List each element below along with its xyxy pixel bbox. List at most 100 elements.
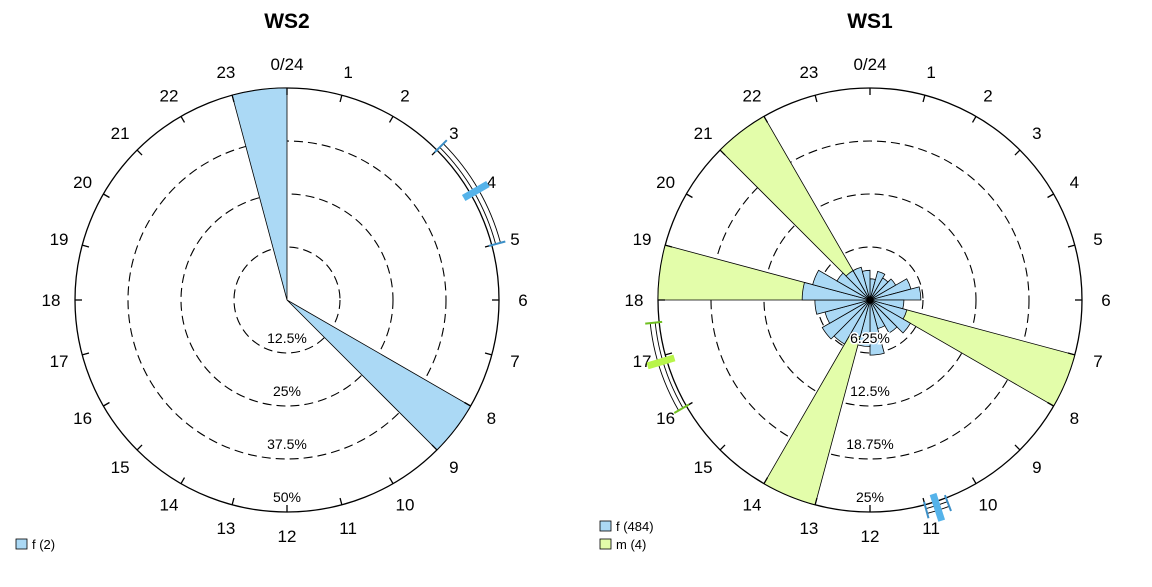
hour-tick-label: 9 xyxy=(1032,458,1041,477)
hour-tick-label: 13 xyxy=(799,519,818,538)
hour-tick-label: 21 xyxy=(694,124,713,143)
hour-tick-label: 0/24 xyxy=(270,55,303,74)
hour-tick xyxy=(922,95,926,103)
confidence-arc xyxy=(649,323,679,411)
hour-tick-label: 23 xyxy=(799,63,818,82)
radial-tick-label: 12.5% xyxy=(267,330,307,346)
hour-tick-label: 16 xyxy=(656,409,675,428)
hour-tick xyxy=(103,193,110,199)
hour-tick-label: 7 xyxy=(510,352,519,371)
hour-tick xyxy=(1047,193,1054,199)
hour-tick-label: 4 xyxy=(1070,173,1079,192)
confidence-cap xyxy=(645,320,663,325)
hour-tick xyxy=(971,477,977,484)
confidence-cap xyxy=(923,501,930,519)
confidence-cap xyxy=(673,403,690,414)
rose-wedge xyxy=(869,299,1076,407)
hour-tick-label: 7 xyxy=(1093,352,1102,371)
hour-tick xyxy=(1067,352,1075,356)
legend-label: m (4) xyxy=(616,537,646,552)
hour-tick xyxy=(665,352,673,356)
radial-tick-label: 6.25% xyxy=(850,330,890,346)
hour-tick xyxy=(814,95,818,103)
hour-tick-label: 18 xyxy=(42,291,61,310)
hour-tick-label: 17 xyxy=(50,352,69,371)
hour-tick-label: 4 xyxy=(487,173,496,192)
rose-wedge xyxy=(861,269,871,301)
hour-tick xyxy=(339,95,343,103)
hour-tick xyxy=(814,497,818,505)
radial-tick-label: 25% xyxy=(273,383,301,399)
hour-tick xyxy=(136,444,143,451)
hour-tick-label: 9 xyxy=(449,458,458,477)
mean-direction-marker xyxy=(646,354,676,370)
hour-tick-label: 11 xyxy=(339,519,357,538)
hour-tick-label: 20 xyxy=(656,173,675,192)
hour-tick-label: 10 xyxy=(979,495,998,514)
hour-tick-label: 6 xyxy=(1101,291,1110,310)
hour-tick-label: 0/24 xyxy=(853,55,886,74)
legend-swatch xyxy=(15,538,28,550)
hour-tick xyxy=(388,477,394,484)
hour-tick xyxy=(339,497,343,505)
hour-tick-label: 6 xyxy=(518,291,527,310)
hour-tick xyxy=(719,444,726,451)
radial-gridline xyxy=(763,193,977,407)
hour-tick-label: 12 xyxy=(278,527,297,546)
hour-tick xyxy=(1047,401,1054,407)
hour-tick-label: 12 xyxy=(861,527,880,546)
legend-swatch xyxy=(599,520,612,532)
confidence-arc xyxy=(654,322,684,409)
hour-tick-label: 8 xyxy=(487,409,496,428)
hour-tick-label: 11 xyxy=(922,519,940,538)
hour-tick xyxy=(180,116,186,123)
radial-tick-label: 18.75% xyxy=(846,436,893,452)
radial-gridline xyxy=(233,246,341,354)
hour-tick xyxy=(136,149,143,156)
rose-wedge xyxy=(869,299,911,334)
hour-tick xyxy=(103,401,110,407)
chart-title: WS1 xyxy=(847,10,893,33)
hour-tick-label: 23 xyxy=(216,63,235,82)
radial-tick-label: 25% xyxy=(856,489,884,505)
hour-tick xyxy=(665,244,673,248)
hour-tick xyxy=(231,497,235,505)
hour-tick-label: 19 xyxy=(50,230,69,249)
hour-tick xyxy=(180,477,186,484)
hour-tick-label: 16 xyxy=(73,409,92,428)
confidence-cap xyxy=(943,494,952,512)
hour-tick-label: 20 xyxy=(73,173,92,192)
hour-tick xyxy=(686,193,693,199)
hour-tick xyxy=(763,477,769,484)
hour-tick-label: 2 xyxy=(983,87,992,106)
hour-tick-label: 17 xyxy=(633,352,652,371)
radial-gridline xyxy=(816,246,924,354)
radial-tick-label: 37.5% xyxy=(267,436,307,452)
confidence-cap xyxy=(488,240,506,247)
hour-tick xyxy=(431,444,438,451)
rose-wedge xyxy=(812,269,871,301)
hour-tick xyxy=(763,116,769,123)
mean-direction-marker xyxy=(461,180,490,202)
hour-tick-label: 22 xyxy=(743,87,762,106)
rose-wedge xyxy=(869,299,898,334)
hour-tick-label: 3 xyxy=(1032,124,1041,143)
hour-tick xyxy=(464,401,471,407)
hour-tick-label: 14 xyxy=(743,495,762,514)
radial-tick-label: 12.5% xyxy=(850,383,890,399)
legend-label: f (2) xyxy=(32,537,55,552)
hour-tick-label: 18 xyxy=(625,291,644,310)
hour-tick xyxy=(719,149,726,156)
hour-tick xyxy=(82,352,90,356)
rose-wedge xyxy=(821,299,871,340)
mean-direction-marker xyxy=(929,492,946,522)
hour-tick-label: 15 xyxy=(694,458,713,477)
hour-tick-label: 5 xyxy=(1093,230,1102,249)
hour-tick xyxy=(231,95,235,103)
hour-tick-label: 19 xyxy=(633,230,652,249)
rose-wedge xyxy=(286,299,472,451)
chart-title: WS2 xyxy=(264,10,310,33)
